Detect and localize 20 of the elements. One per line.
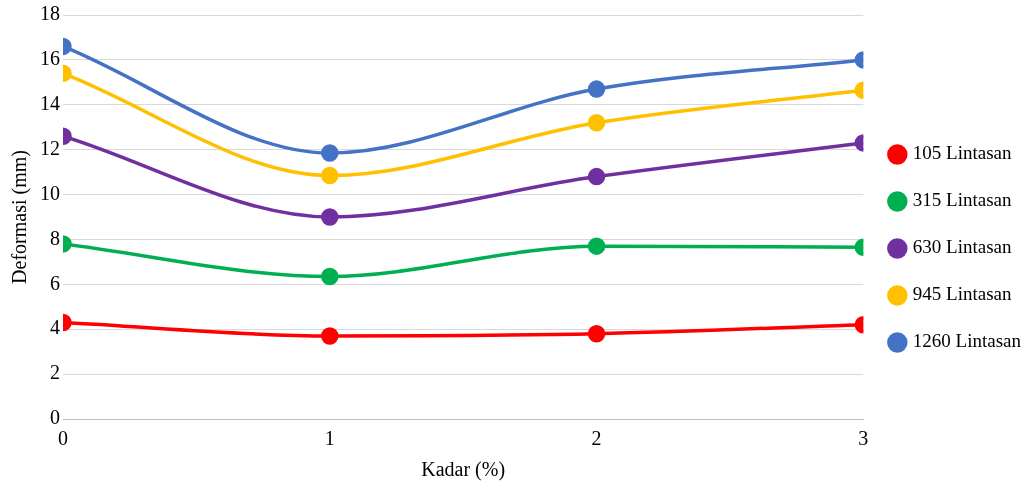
legend-label: 945 Lintasan [912,283,1012,305]
y-tick-label: 10 [40,181,60,204]
x-tick-label: 2 [591,427,602,450]
y-axis-title: Deformasi (mm) [8,150,32,284]
x-tick-label: 1 [324,427,335,450]
y-tick-label: 18 [40,2,60,25]
y-tick-label: 12 [40,136,60,159]
legend-label: 630 Lintasan [912,236,1012,258]
y-tick-label: 8 [50,226,60,249]
y-tick-label: 6 [50,271,60,294]
legend-label: 105 Lintasan [912,142,1012,164]
y-tick-label: 14 [40,92,60,115]
x-tick-label: 3 [858,427,869,450]
legend-label: 1260 Lintasan [912,330,1022,352]
y-tick-label: 2 [50,361,60,384]
x-axis-title: Kadar (%) [421,458,506,482]
y-tick-label: 16 [40,47,60,70]
y-tick-label: 4 [50,316,60,339]
y-tick-label: 0 [50,406,60,429]
legend-label: 315 Lintasan [912,189,1012,211]
